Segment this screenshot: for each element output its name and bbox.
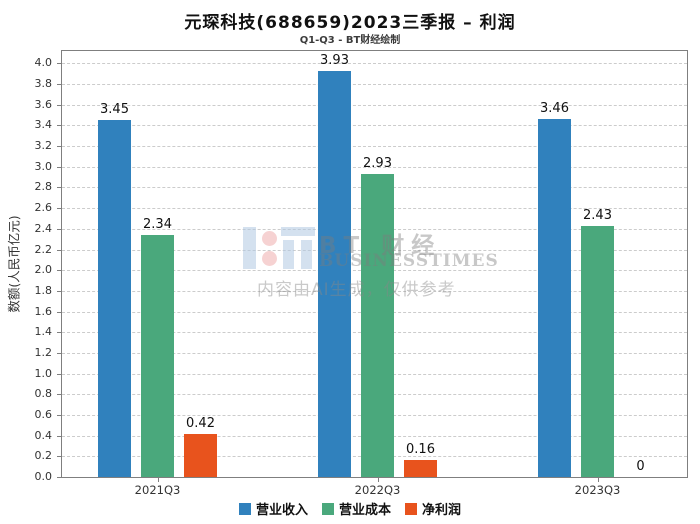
y-tick-mark (57, 332, 61, 333)
y-tick-label: 0.4 (34, 429, 53, 442)
bar-value-label: 3.45 (100, 102, 129, 117)
y-tick-mark (57, 250, 61, 251)
y-tick-mark (57, 187, 61, 188)
legend-label: 营业收入 (255, 503, 308, 518)
bar-value-label: 0 (636, 459, 645, 474)
legend-item-营业收入: 营业收入 (238, 499, 308, 518)
bar-value-label: 0.16 (406, 442, 435, 457)
legend-label: 净利润 (422, 503, 462, 518)
y-tick-label: 0.8 (34, 387, 53, 400)
bar-value-label: 2.34 (143, 217, 172, 232)
gridline (62, 167, 687, 168)
legend-swatch (321, 502, 334, 515)
gridline (62, 125, 687, 126)
y-tick-label: 2.6 (34, 201, 53, 214)
y-tick-mark (57, 312, 61, 313)
bar-净利润-2022Q3 (404, 460, 437, 477)
x-tick-mark (157, 478, 159, 482)
y-tick-mark (57, 208, 61, 209)
y-tick-label: 1.4 (34, 325, 53, 338)
y-tick-label: 1.8 (34, 284, 53, 297)
bar-营业收入-2023Q3 (538, 119, 571, 477)
bar-value-label: 3.46 (540, 101, 569, 116)
y-tick-label: 2.4 (34, 222, 53, 235)
legend-item-净利润: 净利润 (405, 499, 461, 518)
gridline (62, 105, 687, 106)
bar-营业收入-2022Q3 (318, 71, 351, 477)
y-tick-mark (57, 456, 61, 457)
y-tick-label: 0.0 (34, 470, 53, 483)
y-tick-label: 3.8 (34, 77, 53, 90)
y-tick-mark (57, 291, 61, 292)
gridline (62, 63, 687, 64)
y-tick-label: 3.2 (34, 139, 53, 152)
y-tick-label: 3.0 (34, 160, 53, 173)
y-tick-mark (57, 84, 61, 85)
chart-title: 元琛科技(688659)2023三季报 – 利润 (184, 13, 516, 33)
y-tick-mark (57, 229, 61, 230)
y-tick-mark (57, 125, 61, 126)
y-tick-mark (57, 270, 61, 271)
bar-value-label: 2.93 (363, 156, 392, 171)
legend-item-营业成本: 营业成本 (321, 499, 391, 518)
x-tick-mark (377, 478, 379, 482)
y-tick-label: 3.4 (34, 118, 53, 131)
legend: 营业收入 营业成本 净利润 (0, 499, 700, 518)
x-tick-label-2023Q3: 2023Q3 (574, 483, 621, 497)
bar-净利润-2021Q3 (184, 434, 217, 477)
y-tick-label: 4.0 (34, 56, 53, 69)
legend-swatch (238, 502, 251, 515)
y-tick-label: 1.6 (34, 305, 53, 318)
gridline (62, 84, 687, 85)
bar-value-label: 0.42 (186, 416, 215, 431)
y-tick-mark (57, 63, 61, 64)
x-tick-label-2021Q3: 2021Q3 (134, 483, 181, 497)
y-tick-label: 0.6 (34, 408, 53, 421)
bar-营业成本-2022Q3 (361, 174, 394, 477)
bar-value-label: 2.43 (583, 208, 612, 223)
y-tick-mark (57, 353, 61, 354)
x-tick-mark (597, 478, 599, 482)
y-tick-label: 0.2 (34, 449, 53, 462)
y-tick-mark (57, 146, 61, 147)
y-tick-label: 2.0 (34, 263, 53, 276)
plot-area: 3.45 3.93 3.46 2.34 2.93 2.43 0.42 0.16 0 (61, 50, 688, 478)
y-tick-mark (57, 477, 61, 478)
y-tick-label: 1.0 (34, 367, 53, 380)
y-tick-mark (57, 436, 61, 437)
chart-subtitle: Q1-Q3 - BT财经绘制 (299, 35, 401, 46)
y-tick-label: 2.2 (34, 243, 53, 256)
bar-营业成本-2021Q3 (141, 235, 174, 477)
y-tick-label: 3.6 (34, 98, 53, 111)
legend-swatch (405, 502, 417, 515)
y-tick-mark (57, 374, 61, 375)
y-tick-label: 1.2 (34, 346, 53, 359)
bar-营业收入-2021Q3 (98, 120, 131, 477)
y-tick-mark (57, 105, 61, 106)
y-tick-mark (57, 415, 61, 416)
x-tick-label-2022Q3: 2022Q3 (354, 483, 401, 497)
y-tick-mark (57, 167, 61, 168)
y-tick-label: 2.8 (34, 180, 53, 193)
bar-营业成本-2023Q3 (581, 226, 614, 477)
y-tick-mark (57, 394, 61, 395)
gridline (62, 146, 687, 147)
bar-value-label: 3.93 (320, 53, 349, 68)
legend-label: 营业成本 (338, 503, 391, 518)
